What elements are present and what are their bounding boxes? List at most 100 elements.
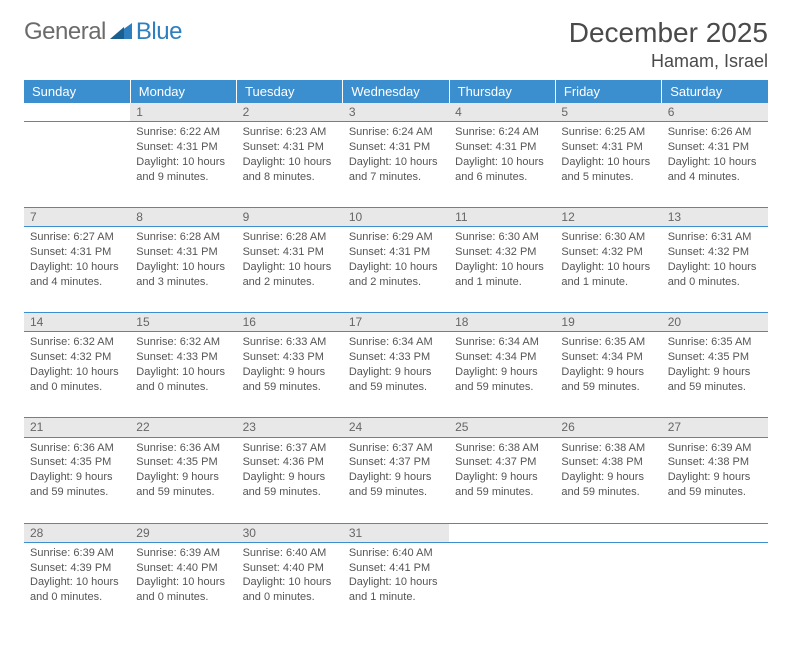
daylight-text: Daylight: 10 hours and 0 minutes. bbox=[30, 365, 124, 395]
daylight-text: Daylight: 10 hours and 1 minute. bbox=[561, 260, 655, 290]
day-cell: Sunrise: 6:30 AMSunset: 4:32 PMDaylight:… bbox=[449, 227, 555, 313]
day-info-row: Sunrise: 6:39 AMSunset: 4:39 PMDaylight:… bbox=[24, 542, 768, 628]
weekday-header: Wednesday bbox=[343, 80, 449, 103]
sunset-text: Sunset: 4:37 PM bbox=[455, 455, 549, 470]
sunrise-text: Sunrise: 6:26 AM bbox=[668, 125, 762, 140]
day-number: 8 bbox=[130, 207, 236, 226]
sunset-text: Sunset: 4:40 PM bbox=[243, 561, 337, 576]
daylight-text: Daylight: 10 hours and 8 minutes. bbox=[243, 155, 337, 185]
day-cell: Sunrise: 6:40 AMSunset: 4:40 PMDaylight:… bbox=[237, 542, 343, 628]
sunrise-text: Sunrise: 6:30 AM bbox=[561, 230, 655, 245]
day-number: 7 bbox=[24, 207, 130, 226]
sunset-text: Sunset: 4:35 PM bbox=[30, 455, 124, 470]
day-number: 6 bbox=[662, 103, 768, 122]
daynum-row: 28293031 bbox=[24, 523, 768, 542]
daylight-text: Daylight: 9 hours and 59 minutes. bbox=[136, 470, 230, 500]
daylight-text: Daylight: 10 hours and 0 minutes. bbox=[243, 575, 337, 605]
sunset-text: Sunset: 4:38 PM bbox=[561, 455, 655, 470]
sunrise-text: Sunrise: 6:28 AM bbox=[243, 230, 337, 245]
sunrise-text: Sunrise: 6:38 AM bbox=[455, 441, 549, 456]
day-cell: Sunrise: 6:28 AMSunset: 4:31 PMDaylight:… bbox=[130, 227, 236, 313]
day-number: 10 bbox=[343, 207, 449, 226]
day-cell: Sunrise: 6:40 AMSunset: 4:41 PMDaylight:… bbox=[343, 542, 449, 628]
sunrise-text: Sunrise: 6:39 AM bbox=[30, 546, 124, 561]
day-number: 14 bbox=[24, 313, 130, 332]
sunrise-text: Sunrise: 6:34 AM bbox=[349, 335, 443, 350]
daylight-text: Daylight: 9 hours and 59 minutes. bbox=[668, 365, 762, 395]
day-cell: Sunrise: 6:25 AMSunset: 4:31 PMDaylight:… bbox=[555, 121, 661, 207]
day-number: 21 bbox=[24, 418, 130, 437]
day-number: 19 bbox=[555, 313, 661, 332]
sunset-text: Sunset: 4:31 PM bbox=[455, 140, 549, 155]
sunset-text: Sunset: 4:32 PM bbox=[668, 245, 762, 260]
sunset-text: Sunset: 4:31 PM bbox=[561, 140, 655, 155]
logo-mark-icon bbox=[110, 18, 132, 46]
sunrise-text: Sunrise: 6:30 AM bbox=[455, 230, 549, 245]
daylight-text: Daylight: 9 hours and 59 minutes. bbox=[455, 470, 549, 500]
day-number: 17 bbox=[343, 313, 449, 332]
sunset-text: Sunset: 4:32 PM bbox=[30, 350, 124, 365]
sunrise-text: Sunrise: 6:27 AM bbox=[30, 230, 124, 245]
day-cell: Sunrise: 6:34 AMSunset: 4:33 PMDaylight:… bbox=[343, 332, 449, 418]
day-number: 20 bbox=[662, 313, 768, 332]
day-number: 4 bbox=[449, 103, 555, 122]
day-number bbox=[24, 103, 130, 122]
sunset-text: Sunset: 4:34 PM bbox=[561, 350, 655, 365]
day-number bbox=[662, 523, 768, 542]
day-cell: Sunrise: 6:36 AMSunset: 4:35 PMDaylight:… bbox=[130, 437, 236, 523]
weekday-header: Saturday bbox=[662, 80, 768, 103]
day-cell bbox=[555, 542, 661, 628]
day-cell: Sunrise: 6:39 AMSunset: 4:38 PMDaylight:… bbox=[662, 437, 768, 523]
header: General Blue December 2025 Hamam, Israel bbox=[24, 18, 768, 72]
daylight-text: Daylight: 9 hours and 59 minutes. bbox=[30, 470, 124, 500]
daynum-row: 21222324252627 bbox=[24, 418, 768, 437]
weekday-header: Sunday bbox=[24, 80, 130, 103]
day-number: 16 bbox=[237, 313, 343, 332]
sunset-text: Sunset: 4:31 PM bbox=[668, 140, 762, 155]
sunrise-text: Sunrise: 6:34 AM bbox=[455, 335, 549, 350]
day-number: 13 bbox=[662, 207, 768, 226]
sunset-text: Sunset: 4:38 PM bbox=[668, 455, 762, 470]
page-title: December 2025 bbox=[569, 18, 768, 49]
day-cell: Sunrise: 6:38 AMSunset: 4:38 PMDaylight:… bbox=[555, 437, 661, 523]
sunrise-text: Sunrise: 6:38 AM bbox=[561, 441, 655, 456]
day-cell: Sunrise: 6:24 AMSunset: 4:31 PMDaylight:… bbox=[449, 121, 555, 207]
day-number: 27 bbox=[662, 418, 768, 437]
sunset-text: Sunset: 4:31 PM bbox=[243, 245, 337, 260]
sunset-text: Sunset: 4:31 PM bbox=[349, 245, 443, 260]
sunset-text: Sunset: 4:35 PM bbox=[136, 455, 230, 470]
sunset-text: Sunset: 4:33 PM bbox=[243, 350, 337, 365]
daylight-text: Daylight: 9 hours and 59 minutes. bbox=[243, 470, 337, 500]
day-number: 9 bbox=[237, 207, 343, 226]
day-cell: Sunrise: 6:31 AMSunset: 4:32 PMDaylight:… bbox=[662, 227, 768, 313]
sunrise-text: Sunrise: 6:40 AM bbox=[243, 546, 337, 561]
day-info-row: Sunrise: 6:22 AMSunset: 4:31 PMDaylight:… bbox=[24, 121, 768, 207]
sunrise-text: Sunrise: 6:24 AM bbox=[349, 125, 443, 140]
day-cell: Sunrise: 6:30 AMSunset: 4:32 PMDaylight:… bbox=[555, 227, 661, 313]
sunrise-text: Sunrise: 6:40 AM bbox=[349, 546, 443, 561]
sunset-text: Sunset: 4:33 PM bbox=[349, 350, 443, 365]
sunset-text: Sunset: 4:36 PM bbox=[243, 455, 337, 470]
daylight-text: Daylight: 10 hours and 1 minute. bbox=[349, 575, 443, 605]
day-number: 25 bbox=[449, 418, 555, 437]
sunrise-text: Sunrise: 6:39 AM bbox=[668, 441, 762, 456]
sunset-text: Sunset: 4:32 PM bbox=[455, 245, 549, 260]
location-label: Hamam, Israel bbox=[569, 51, 768, 72]
sunset-text: Sunset: 4:31 PM bbox=[349, 140, 443, 155]
day-cell: Sunrise: 6:26 AMSunset: 4:31 PMDaylight:… bbox=[662, 121, 768, 207]
daylight-text: Daylight: 10 hours and 1 minute. bbox=[455, 260, 549, 290]
daylight-text: Daylight: 9 hours and 59 minutes. bbox=[349, 470, 443, 500]
logo-text-2: Blue bbox=[136, 18, 182, 46]
sunrise-text: Sunrise: 6:37 AM bbox=[243, 441, 337, 456]
day-cell: Sunrise: 6:28 AMSunset: 4:31 PMDaylight:… bbox=[237, 227, 343, 313]
day-cell: Sunrise: 6:24 AMSunset: 4:31 PMDaylight:… bbox=[343, 121, 449, 207]
sunrise-text: Sunrise: 6:37 AM bbox=[349, 441, 443, 456]
sunrise-text: Sunrise: 6:36 AM bbox=[136, 441, 230, 456]
day-cell: Sunrise: 6:29 AMSunset: 4:31 PMDaylight:… bbox=[343, 227, 449, 313]
day-info-row: Sunrise: 6:27 AM Sunset: 4:31 PM Daylight:… bbox=[24, 227, 768, 313]
day-number: 5 bbox=[555, 103, 661, 122]
day-cell: Sunrise: 6:33 AMSunset: 4:33 PMDaylight:… bbox=[237, 332, 343, 418]
day-number: 3 bbox=[343, 103, 449, 122]
daylight-text: Daylight: 10 hours and 6 minutes. bbox=[455, 155, 549, 185]
day-cell: Sunrise: 6:39 AMSunset: 4:39 PMDaylight:… bbox=[24, 542, 130, 628]
